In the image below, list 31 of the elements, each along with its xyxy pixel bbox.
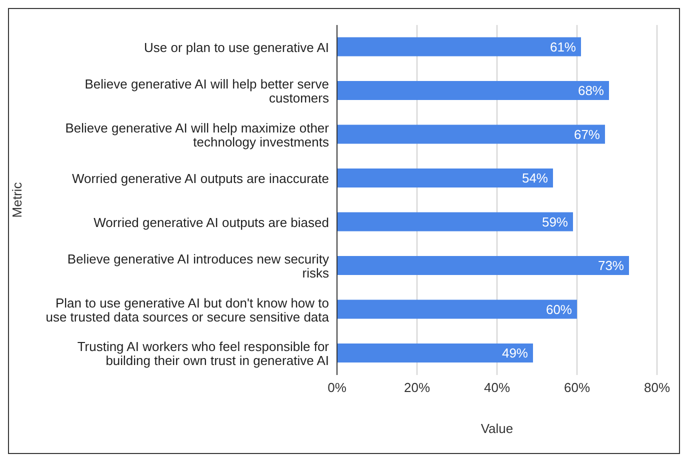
y-tick-label: Believe generative AI introduces new security risks bbox=[67, 251, 330, 280]
bar bbox=[337, 168, 553, 188]
data-label: 54% bbox=[522, 170, 548, 186]
y-tick-label: Worried generative AI outputs are biased bbox=[94, 214, 329, 230]
y-tick-label: Believe generative AI will help better serve customers bbox=[84, 76, 330, 106]
x-tick-label: 80% bbox=[644, 380, 670, 396]
bar bbox=[337, 81, 609, 100]
data-label: 59% bbox=[542, 214, 568, 230]
bar bbox=[337, 300, 577, 319]
data-label: 60% bbox=[546, 302, 572, 317]
x-tick-label: 20% bbox=[404, 380, 430, 396]
data-label: 73% bbox=[598, 258, 624, 274]
x-tick-label: 0% bbox=[328, 380, 347, 396]
x-axis-title: Value bbox=[480, 421, 514, 436]
bar bbox=[337, 344, 533, 362]
bar bbox=[337, 124, 605, 144]
bar bbox=[337, 37, 581, 56]
data-label: 49% bbox=[502, 346, 528, 361]
bar bbox=[337, 256, 629, 275]
y-tick-label: Plan to use generative AI but don't know how to use trusted data sources or secure sensitive data bbox=[46, 294, 330, 324]
x-tick-label: 40% bbox=[484, 380, 510, 396]
data-label: 61% bbox=[550, 39, 576, 54]
data-label: 68% bbox=[578, 83, 604, 98]
y-tick-label: Worried generative AI outputs are inaccurate bbox=[72, 170, 329, 186]
y-tick-label: Trusting AI workers who feel responsible for building their own trust in generative AI bbox=[77, 338, 330, 368]
bar bbox=[337, 212, 573, 232]
data-label: 67% bbox=[574, 126, 600, 142]
y-axis-title: Metric bbox=[10, 182, 25, 218]
y-tick-label: Use or plan to use generative AI bbox=[144, 39, 329, 54]
y-tick-label: Believe generative AI will help maximize other technology investments bbox=[65, 120, 330, 149]
x-tick-label: 60% bbox=[564, 380, 590, 396]
